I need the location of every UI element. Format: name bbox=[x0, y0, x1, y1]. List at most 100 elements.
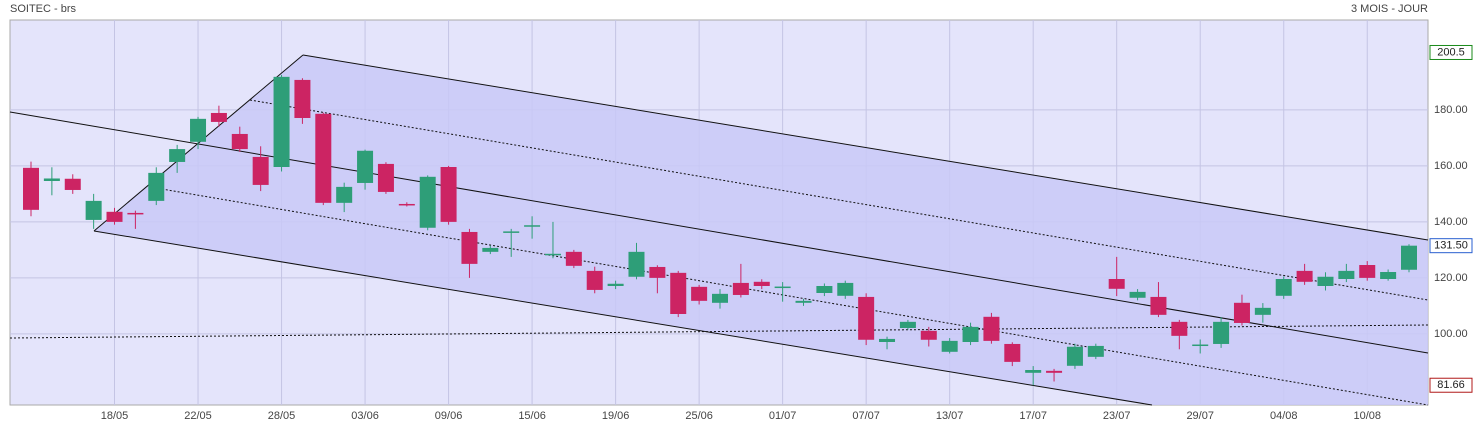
candle-body bbox=[691, 286, 708, 301]
candle-body bbox=[461, 231, 478, 264]
x-tick-label: 13/07 bbox=[936, 410, 964, 422]
candle-body bbox=[1150, 296, 1167, 315]
candle-body bbox=[1359, 265, 1376, 278]
candle-body bbox=[1275, 279, 1292, 296]
channel-lower bbox=[93, 230, 1153, 406]
candle-body bbox=[1213, 321, 1230, 344]
channel-dotted-lower bbox=[149, 186, 1429, 406]
candle-body bbox=[628, 251, 645, 277]
candle-body bbox=[190, 118, 207, 142]
x-tick-label: 17/07 bbox=[1019, 410, 1047, 422]
candle-body bbox=[920, 330, 937, 340]
x-tick-label: 19/06 bbox=[602, 410, 630, 422]
candle-body bbox=[732, 282, 749, 295]
x-tick-label: 28/05 bbox=[268, 410, 296, 422]
trend-dotted bbox=[9, 324, 1429, 339]
y-tick-label: 140.00 bbox=[1434, 216, 1468, 228]
y-tick-label: 120.00 bbox=[1434, 272, 1468, 284]
candle-body bbox=[1380, 272, 1397, 279]
candle-body bbox=[837, 282, 854, 296]
x-tick-label: 29/07 bbox=[1186, 410, 1214, 422]
candle-body bbox=[858, 296, 875, 340]
candle-body bbox=[607, 283, 624, 286]
price-flag bbox=[1429, 238, 1473, 254]
y-tick-label: 100.00 bbox=[1434, 328, 1468, 340]
candle-body bbox=[43, 178, 60, 181]
candle-body bbox=[1129, 291, 1146, 298]
candle-body bbox=[85, 200, 102, 220]
candle-body bbox=[148, 172, 165, 201]
candle-body bbox=[1025, 370, 1042, 373]
candle-body bbox=[398, 203, 415, 206]
candle-body bbox=[962, 326, 979, 342]
candle-body bbox=[941, 340, 958, 352]
candle-body bbox=[1108, 279, 1125, 289]
channel-fill bbox=[94, 55, 1428, 405]
x-tick-label: 09/06 bbox=[435, 410, 463, 422]
candle-body bbox=[524, 225, 541, 227]
x-tick-label: 04/08 bbox=[1270, 410, 1298, 422]
candle-body bbox=[231, 133, 248, 150]
candle-body bbox=[795, 300, 812, 303]
price-flag bbox=[1429, 377, 1473, 393]
candle-body bbox=[1338, 270, 1355, 279]
candle-body bbox=[774, 286, 791, 289]
candle-body bbox=[565, 251, 582, 266]
x-tick-label: 10/08 bbox=[1353, 410, 1381, 422]
candle-body bbox=[1254, 307, 1271, 315]
x-tick-label: 15/06 bbox=[518, 410, 546, 422]
channel-mid bbox=[9, 111, 1429, 354]
candle-body bbox=[879, 338, 896, 342]
x-tick-label: 03/06 bbox=[351, 410, 379, 422]
x-tick-label: 07/07 bbox=[852, 410, 880, 422]
candle-body bbox=[586, 270, 603, 290]
candle-body bbox=[983, 316, 1000, 341]
chart-title: SOITEC - brs bbox=[10, 3, 77, 15]
x-tick-label: 18/05 bbox=[101, 410, 129, 422]
price-flag-label: 81.66 bbox=[1437, 379, 1465, 391]
x-tick-label: 25/06 bbox=[685, 410, 713, 422]
candle-body bbox=[315, 113, 332, 203]
price-flag-label: 200.5 bbox=[1437, 46, 1465, 58]
x-tick-label: 23/07 bbox=[1103, 410, 1131, 422]
channel-dotted-upper bbox=[249, 99, 1429, 301]
candle-body bbox=[482, 247, 499, 252]
candle-body bbox=[336, 186, 353, 203]
candle-body bbox=[252, 156, 269, 185]
candle-body bbox=[169, 149, 186, 162]
candle-body bbox=[1317, 276, 1334, 286]
candle-body bbox=[1171, 321, 1188, 336]
candle-body bbox=[1296, 270, 1313, 282]
candle-body bbox=[1004, 343, 1021, 362]
channel-lines bbox=[9, 54, 1429, 406]
chart-subtitle: 3 MOIS - JOUR bbox=[1351, 3, 1428, 15]
y-tick-label: 180.00 bbox=[1434, 104, 1468, 116]
candle-body bbox=[377, 163, 394, 192]
candle-body bbox=[294, 79, 311, 118]
candle-body bbox=[753, 281, 770, 286]
price-flag bbox=[1429, 44, 1473, 60]
candle-body bbox=[1087, 345, 1104, 357]
candle-body bbox=[210, 112, 227, 122]
price-flag-label: 131.50 bbox=[1434, 240, 1468, 252]
x-tick-label: 01/07 bbox=[769, 410, 797, 422]
candle-body bbox=[106, 211, 123, 222]
candle-body bbox=[670, 272, 687, 314]
candle-body bbox=[23, 167, 39, 210]
candle-body bbox=[1046, 370, 1063, 373]
candle-body bbox=[503, 231, 520, 233]
candle-body bbox=[273, 76, 290, 167]
candle-body bbox=[127, 212, 144, 215]
candle-body bbox=[544, 253, 561, 256]
y-tick-label: 160.00 bbox=[1434, 160, 1468, 172]
candle-body bbox=[1192, 344, 1209, 347]
candle-body bbox=[64, 178, 81, 190]
candle-body bbox=[1233, 302, 1250, 323]
candle-body bbox=[1066, 346, 1083, 366]
candle-body bbox=[712, 293, 728, 303]
candle-body bbox=[816, 286, 833, 293]
candle-body bbox=[440, 167, 457, 222]
x-tick-label: 22/05 bbox=[184, 410, 212, 422]
candle-body bbox=[419, 176, 436, 228]
channel-upper bbox=[302, 54, 1429, 241]
